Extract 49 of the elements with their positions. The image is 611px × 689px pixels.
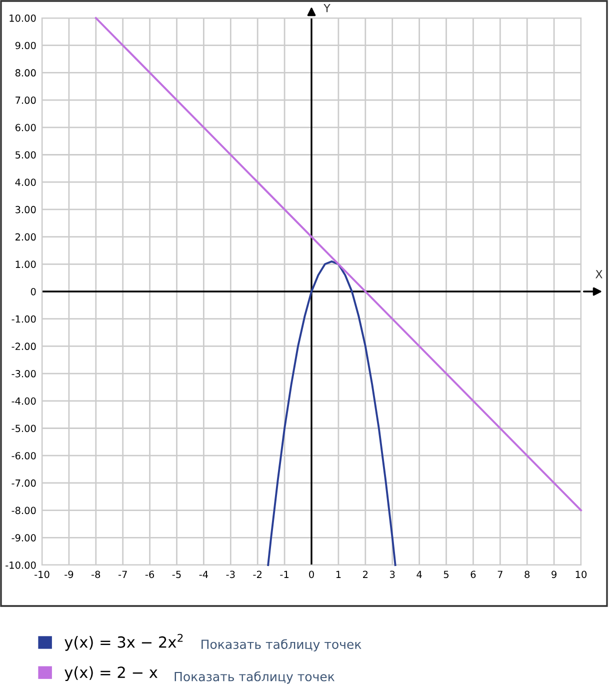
x-tick-label: -5 [172, 570, 181, 578]
x-tick-label: 5 [444, 570, 448, 578]
y-tick-label: -2.00 [12, 342, 36, 350]
x-tick-label: 1 [336, 570, 341, 578]
x-tick-label: -2 [253, 570, 262, 578]
x-tick-label: 3 [390, 570, 395, 578]
y-tick-label: -8.00 [12, 506, 36, 514]
x-tick-label: -8 [92, 570, 100, 578]
y-tick-label: -6.00 [12, 452, 36, 460]
x-tick-label: 2 [363, 570, 368, 578]
text: Показать таблицу точек [174, 671, 335, 684]
y-tick-label: -10.00 [6, 561, 36, 569]
x-tick-label: 0 [309, 570, 314, 578]
y-axis-title: Y [324, 4, 330, 12]
y-tick-label: 6.00 [15, 124, 36, 132]
x-tick-label: 10 [576, 570, 587, 578]
x-tick-label: -9 [64, 570, 74, 578]
y-tick-label: 10.00 [10, 14, 36, 22]
y-tick-label: -7.00 [12, 479, 36, 487]
y-tick-label: -1.00 [12, 315, 36, 323]
y-tick-label: -5.00 [12, 424, 36, 432]
y-tick-label: 1.00 [16, 260, 36, 268]
y-tick-label: -3.00 [12, 370, 36, 378]
x-tick-label: -10 [34, 570, 50, 578]
y-tick-label: -9.00 [12, 534, 36, 542]
legend-label: y(x) = 3x − 2x$^{2}$ [64, 634, 183, 651]
x-axis-title: X [596, 270, 602, 278]
y-tick-label: 4.00 [15, 178, 36, 186]
y-tick-label: 3.00 [16, 206, 36, 214]
y-tick-label: 7.00 [16, 96, 36, 104]
line-series [267, 260, 396, 566]
y-tick-label: 9.00 [15, 42, 36, 50]
y-tick-label: 0 [30, 288, 36, 296]
x-tick-label: -1 [280, 570, 288, 578]
x-tick-label: 8 [524, 570, 530, 578]
y-tick-label: 8.00 [15, 69, 36, 77]
x-tick-label: -4 [199, 570, 208, 578]
y-tick-label: 2.00 [16, 233, 36, 241]
x-tick-label: 6 [470, 570, 476, 578]
x-tick-label: 7 [498, 570, 502, 578]
x-tick-label: -7 [118, 570, 127, 578]
x-tick-label: -3 [226, 570, 235, 578]
x-tick-label: 9 [552, 570, 556, 578]
legend-label: y(x) = 2 − x [64, 666, 158, 682]
x-tick-label: 4 [416, 570, 422, 578]
x-tick-label: -6 [145, 570, 154, 578]
y-tick-label: 5.00 [16, 151, 36, 159]
y-tick-label: -4.00 [12, 397, 36, 405]
text: Показать таблицу точек [202, 639, 362, 652]
